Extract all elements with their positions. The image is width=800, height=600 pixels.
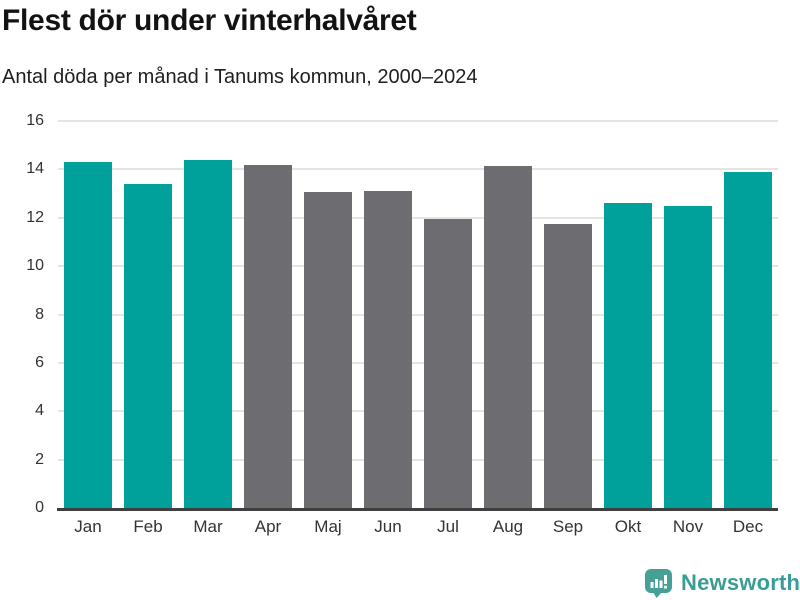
y-tick-label: 8 [35, 305, 44, 323]
x-tick-label: Sep [552, 517, 584, 536]
bar-sep [544, 223, 592, 508]
gridline [58, 120, 778, 122]
x-tick-label: Feb [133, 517, 163, 536]
gridline [58, 168, 778, 171]
y-axis: 0 2 4 6 8 10 12 14 16 [0, 0, 44, 600]
gridline [58, 265, 778, 268]
x-tick-label: Jun [374, 517, 402, 536]
brand-name: Newsworthy [681, 570, 800, 595]
gridline [58, 410, 778, 413]
y-tick-label: 0 [35, 499, 44, 516]
y-tick-label: 4 [35, 402, 44, 420]
bar-maj [304, 192, 352, 508]
gridline [58, 216, 778, 219]
x-axis-line [57, 508, 778, 511]
x-axis: Jan Feb Mar Apr Maj Jun Jul Aug Sep Okt Nov Dec [58, 517, 778, 545]
y-tick-label: 16 [26, 112, 44, 129]
y-tick-label: 10 [26, 257, 44, 275]
bar-feb [124, 183, 172, 508]
bar-nov [664, 205, 712, 508]
gridline [58, 458, 778, 461]
newsworthy-logo: Newsworthy [644, 568, 800, 598]
x-tick-label: Okt [614, 517, 642, 536]
x-tick-label: Apr [254, 517, 282, 536]
bar-mar [184, 159, 232, 508]
x-tick-label: Nov [672, 517, 704, 536]
bar-jun [364, 191, 412, 508]
bar-apr [244, 164, 292, 508]
x-tick-label: Jan [74, 517, 102, 536]
y-tick-label: 12 [26, 208, 44, 226]
x-tick-label: Jul [437, 517, 459, 536]
chart-subtitle: Antal döda per månad i Tanums kommun, 20… [2, 66, 478, 88]
newsworthy-logo-icon [645, 569, 672, 598]
x-tick-label: Mar [193, 517, 223, 536]
bar-jul [424, 218, 472, 508]
bar-dec [724, 171, 772, 508]
y-tick-label: 14 [26, 160, 44, 178]
bar-jan [64, 162, 112, 508]
y-tick-label: 2 [35, 450, 44, 468]
bar-aug [484, 165, 532, 508]
x-tick-label: Aug [492, 517, 524, 536]
y-tick-label: 6 [35, 353, 44, 371]
x-tick-label: Dec [732, 517, 764, 536]
gridline [58, 313, 778, 316]
plot-area [58, 120, 778, 508]
chart-title: Flest dör under vinterhalvåret [2, 4, 417, 37]
gridline [58, 361, 778, 364]
x-tick-label: Maj [314, 517, 342, 536]
bar-okt [604, 203, 652, 508]
